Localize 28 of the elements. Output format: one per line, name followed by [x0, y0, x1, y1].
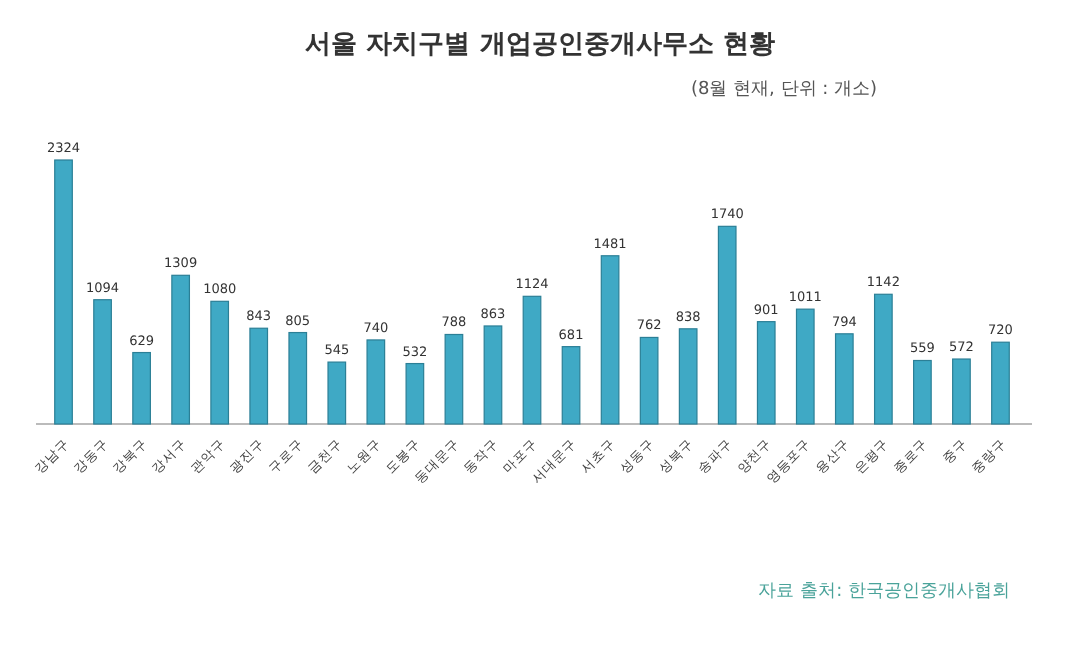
bar: [522, 295, 542, 425]
bar: [600, 255, 620, 425]
bar: [210, 300, 230, 425]
bar: [366, 339, 386, 425]
bar: [873, 293, 893, 425]
bar: [93, 299, 112, 425]
bar: [405, 362, 425, 425]
bar: [756, 321, 776, 425]
chart-title: 서울 자치구별 개업공인중개사무소 현황: [305, 30, 775, 60]
bar: [288, 331, 308, 425]
bar: [952, 358, 971, 425]
bar: [171, 274, 191, 425]
bar: [991, 341, 1010, 425]
bar: [717, 225, 737, 425]
bar: [913, 359, 932, 425]
text: 자료 출처: 한국공인중개사협회: [758, 582, 1010, 602]
bar: [678, 328, 698, 425]
bar: [561, 346, 581, 425]
bar: [54, 159, 73, 425]
bar: [327, 361, 347, 425]
bar: [639, 336, 659, 425]
bar: [834, 333, 854, 425]
chart-subtitle: (8월 현재, 단위 : 개소): [690, 80, 878, 100]
bar: [132, 351, 151, 425]
bar: [795, 308, 815, 425]
bar: [249, 327, 269, 425]
bar: [483, 325, 503, 425]
bar: [444, 333, 464, 425]
